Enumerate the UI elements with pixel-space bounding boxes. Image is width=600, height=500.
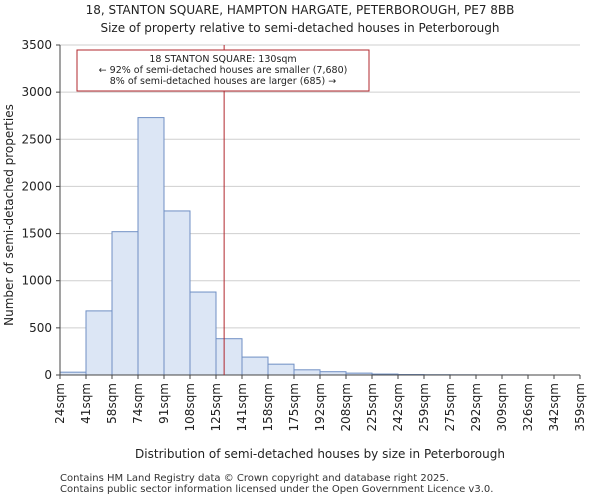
x-tick-label-326sqm: 326sqm bbox=[521, 383, 535, 431]
x-tick-label-125sqm: 125sqm bbox=[209, 383, 223, 431]
x-tick-label-74sqm: 74sqm bbox=[131, 383, 145, 424]
x-tick-labels: 24sqm 41sqm 58sqm 74sqm 91sqm 108sqm 125sqm 141… bbox=[53, 375, 587, 431]
x-tick-label-242sqm: 242sqm bbox=[391, 383, 405, 431]
annotation-line-2: ← 92% of semi-detached houses are smalle… bbox=[99, 65, 348, 76]
bar-91sqm bbox=[163, 210, 191, 376]
y-tick-labels: 0 500 1000 1500 2000 2500 3000 3500 bbox=[21, 38, 60, 382]
x-tick-label-108sqm: 108sqm bbox=[183, 383, 197, 431]
x-axis-label: Distribution of semi-detached houses by … bbox=[135, 447, 505, 461]
annotation-line-1: 18 STANTON SQUARE: 130sqm bbox=[149, 54, 296, 65]
y-tick-label-0: 0 bbox=[44, 368, 52, 382]
x-tick-label-24sqm: 24sqm bbox=[53, 383, 67, 424]
y-tick-label-2500: 2500 bbox=[21, 132, 52, 146]
x-tick-label-259sqm: 259sqm bbox=[417, 383, 431, 431]
x-tick-label-175sqm: 175sqm bbox=[287, 383, 301, 431]
y-tick-label-1500: 1500 bbox=[21, 227, 52, 241]
bar-175sqm bbox=[293, 369, 321, 376]
x-tick-label-58sqm: 58sqm bbox=[105, 383, 119, 424]
x-tick-label-275sqm: 275sqm bbox=[443, 383, 457, 431]
bar-158sqm bbox=[267, 363, 295, 376]
x-tick-label-342sqm: 342sqm bbox=[547, 383, 561, 431]
x-tick-label-309sqm: 309sqm bbox=[495, 383, 509, 431]
x-tick-label-359sqm: 359sqm bbox=[573, 383, 587, 431]
x-tick-label-41sqm: 41sqm bbox=[79, 383, 93, 424]
y-tick-label-2000: 2000 bbox=[21, 179, 52, 193]
x-tick-label-192sqm: 192sqm bbox=[313, 383, 327, 431]
x-tick-label-292sqm: 292sqm bbox=[469, 383, 483, 431]
y-tick-label-500: 500 bbox=[29, 321, 52, 335]
chart-subtitle: Size of property relative to semi-detach… bbox=[100, 21, 499, 35]
footer-line-2: Contains public sector information licen… bbox=[60, 484, 494, 495]
chart-title: 18, STANTON SQUARE, HAMPTON HARGATE, PET… bbox=[86, 3, 515, 17]
bar-108sqm bbox=[189, 291, 217, 376]
x-tick-label-91sqm: 91sqm bbox=[157, 383, 171, 424]
footer: Contains HM Land Registry data © Crown c… bbox=[60, 473, 493, 495]
bar-125sqm bbox=[215, 338, 243, 376]
annotation-box: 18 STANTON SQUARE: 130sqm ← 92% of semi-… bbox=[76, 49, 370, 92]
x-tick-label-158sqm: 158sqm bbox=[261, 383, 275, 431]
bar-58sqm bbox=[111, 231, 139, 376]
annotation-line-3: 8% of semi-detached houses are larger (6… bbox=[110, 76, 337, 87]
x-tick-label-141sqm: 141sqm bbox=[235, 383, 249, 431]
bar-74sqm bbox=[137, 117, 165, 376]
bar-41sqm bbox=[85, 310, 113, 376]
x-tick-label-208sqm: 208sqm bbox=[339, 383, 353, 431]
y-tick-label-3500: 3500 bbox=[21, 38, 52, 52]
y-tick-label-3000: 3000 bbox=[21, 85, 52, 99]
bars bbox=[59, 117, 529, 376]
x-tick-label-225sqm: 225sqm bbox=[365, 383, 379, 431]
footer-line-1: Contains HM Land Registry data © Crown c… bbox=[60, 473, 449, 484]
y-tick-label-1000: 1000 bbox=[21, 274, 52, 288]
y-axis-label: Number of semi-detached properties bbox=[2, 104, 16, 326]
bar-141sqm bbox=[241, 356, 269, 376]
